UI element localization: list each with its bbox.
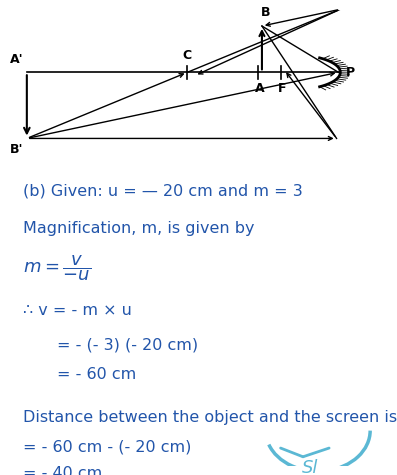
Text: B: B	[261, 7, 270, 19]
Text: = - 40 cm.: = - 40 cm.	[23, 466, 108, 475]
Text: = - 60 cm: = - 60 cm	[57, 367, 136, 381]
Text: Magnification, m, is given by: Magnification, m, is given by	[23, 221, 254, 236]
Text: B': B'	[10, 143, 23, 156]
Text: F: F	[278, 82, 287, 95]
Text: C: C	[183, 49, 192, 62]
Text: A: A	[255, 82, 265, 95]
Text: ∴ v = - m × u: ∴ v = - m × u	[23, 303, 132, 318]
Text: (b) Given: u = — 20 cm and m = 3: (b) Given: u = — 20 cm and m = 3	[23, 183, 303, 199]
Text: A': A'	[10, 53, 23, 66]
Text: P: P	[346, 66, 355, 79]
Text: = - (- 3) (- 20 cm): = - (- 3) (- 20 cm)	[57, 338, 198, 352]
Text: $m = \dfrac{v}{-u}$: $m = \dfrac{v}{-u}$	[23, 253, 91, 283]
Text: = - 60 cm - (- 20 cm): = - 60 cm - (- 20 cm)	[23, 439, 191, 454]
Text: Sl: Sl	[302, 459, 319, 475]
Text: Distance between the object and the screen is: Distance between the object and the scre…	[23, 410, 397, 425]
